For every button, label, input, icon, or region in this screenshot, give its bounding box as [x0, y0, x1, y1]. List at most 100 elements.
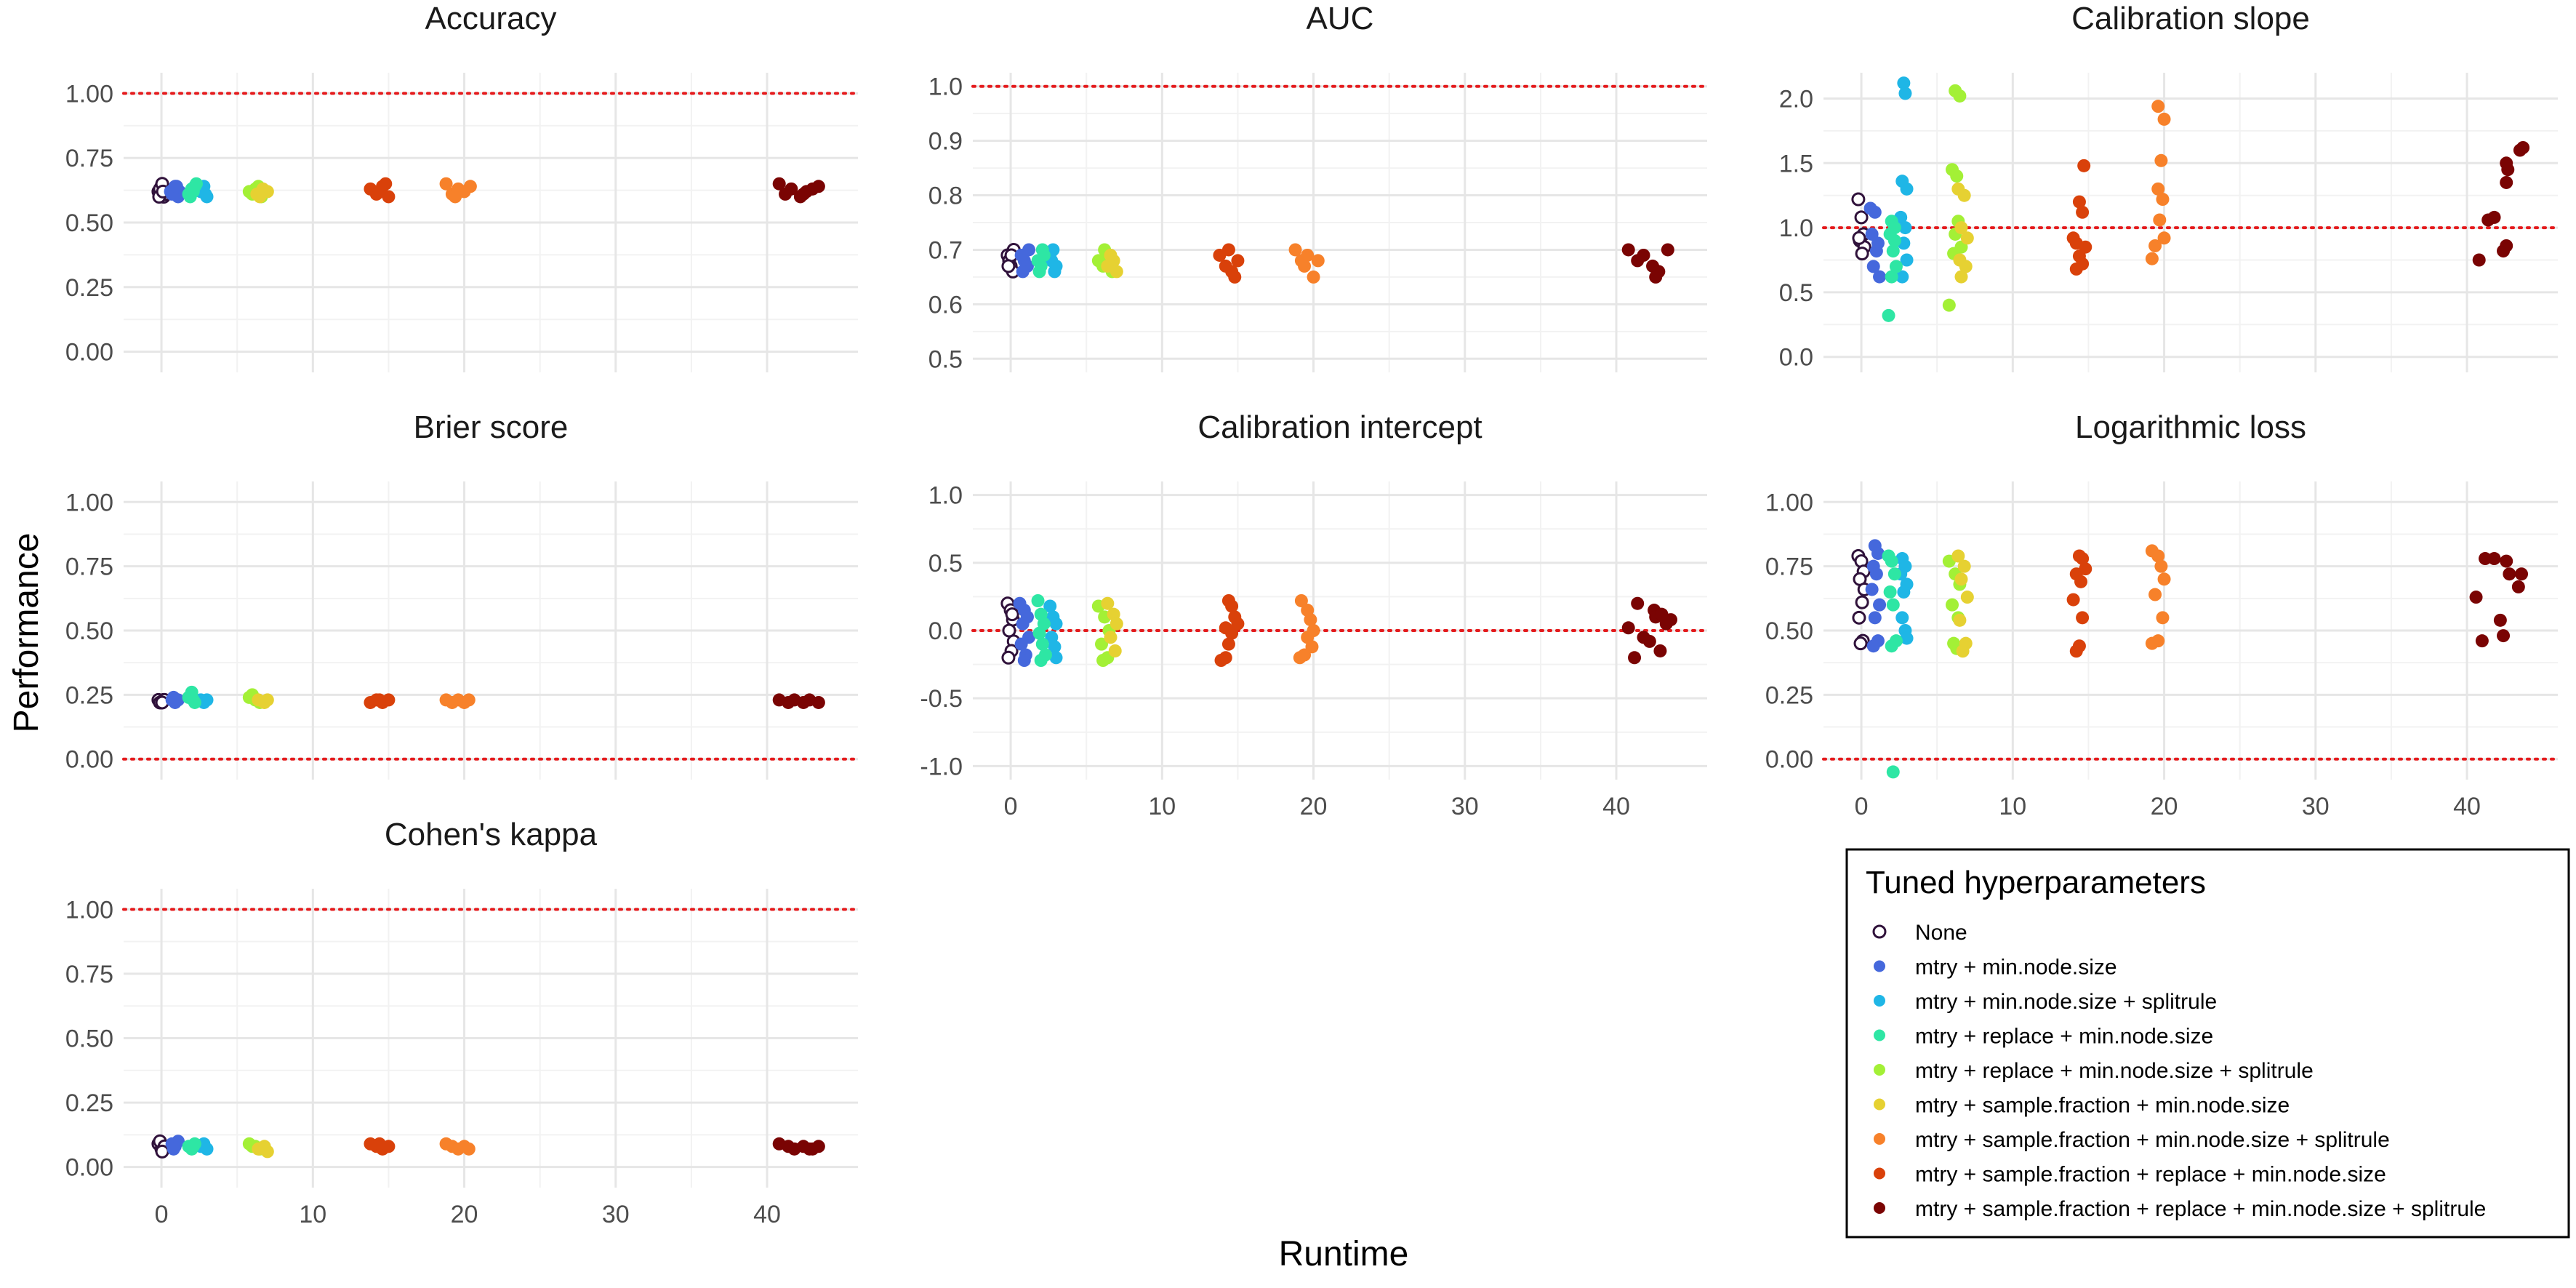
data-point: [1853, 636, 1868, 651]
data-point: [1887, 567, 1901, 581]
data-point: [1043, 599, 1057, 613]
data-point: [2472, 253, 2486, 267]
data-point: [1032, 265, 1046, 279]
data-point: [811, 695, 825, 709]
y-tick-label: 1.00: [65, 80, 113, 108]
data-point: [1869, 244, 1883, 258]
data-point: [253, 190, 267, 204]
data-point: [2153, 213, 2167, 227]
series-mtry-min-node-size-splitrule: [1894, 552, 1914, 645]
data-point: [1887, 221, 1901, 235]
legend-label: mtry + sample.fraction + replace + min.n…: [1915, 1163, 2386, 1187]
y-tick-label: 1.00: [1765, 489, 1813, 516]
data-point: [1231, 617, 1245, 631]
panel-title: Brier score: [414, 409, 569, 445]
series-mtry-sample-fraction-replace-min-node-size-splitrule: [772, 693, 825, 709]
legend-label: mtry + min.node.size: [1915, 956, 2117, 980]
data-point: [1642, 634, 1656, 648]
legend-label: mtry + min.node.size + splitrule: [1915, 990, 2217, 1014]
series-mtry-min-node-size: [1865, 539, 1887, 653]
panel-title: Accuracy: [425, 1, 557, 36]
data-point: [1897, 585, 1911, 599]
legend: Tuned hyperparameters None mtry + min.nod…: [1845, 848, 2570, 1239]
series-mtry-sample-fraction-replace-min-node-size: [2066, 159, 2093, 276]
panels: 0.000.250.500.751.00Accuracy0.50.60.70.8…: [65, 1, 2559, 1228]
y-tick-label: 1.0: [928, 73, 963, 101]
series-mtry-min-node-size: [165, 1135, 185, 1156]
series-mtry-sample-fraction-min-node-size-splitrule: [439, 1137, 476, 1156]
data-point: [1017, 654, 1031, 667]
y-tick-label: 0.5: [928, 550, 963, 577]
data-point: [2077, 159, 2091, 172]
series-none: [1851, 549, 1871, 651]
data-point: [1298, 259, 1312, 273]
series-mtry-replace-min-node-size: [182, 685, 201, 709]
data-point: [1221, 243, 1235, 257]
series-mtry-sample-fraction-replace-min-node-size: [364, 693, 396, 709]
data-point: [169, 180, 183, 193]
data-point: [1873, 598, 1887, 612]
series-mtry-replace-min-node-size: [1882, 215, 1903, 322]
x-tick-label: 0: [155, 1201, 169, 1228]
y-tick-label: 0.00: [65, 746, 113, 774]
x-tick-label: 0: [1004, 793, 1018, 820]
x-tick-label: 10: [1999, 793, 2026, 820]
data-point: [1032, 626, 1046, 640]
data-point: [1852, 231, 1866, 245]
data-point: [200, 1142, 214, 1156]
data-point: [1048, 265, 1062, 279]
data-point: [1898, 221, 1912, 235]
series-mtry-sample-fraction-replace-min-node-size-splitrule: [772, 177, 825, 204]
y-tick-label: 0.75: [65, 961, 113, 988]
data-point: [1104, 631, 1118, 644]
data-point: [198, 187, 212, 201]
data-point: [372, 693, 386, 707]
data-point: [1865, 227, 1879, 241]
data-point: [1225, 599, 1239, 613]
panel-calibration-intercept: -1.0 -0.5 0.0 0.5 1.0 0 10 20 30 40 Calibration in…: [920, 409, 1709, 820]
series-mtry-replace-min-node-size: [1031, 243, 1051, 279]
series-mtry-sample-fraction-replace-min-node-size: [364, 177, 396, 204]
data-point: [2072, 195, 2086, 209]
y-tick-label: 0.8: [928, 183, 963, 210]
x-tick-label: 30: [2302, 793, 2330, 820]
data-point: [1954, 270, 1968, 284]
x-tick-label: 10: [299, 1201, 326, 1228]
data-point: [155, 1144, 169, 1159]
legend-key: [1874, 1029, 1885, 1041]
data-point: [1954, 221, 1968, 235]
data-point: [1866, 260, 1880, 273]
x-tick-label: 40: [1602, 793, 1630, 820]
data-point: [1900, 631, 1914, 645]
data-point: [1101, 596, 1115, 610]
data-point: [1895, 270, 1909, 284]
data-point: [2076, 552, 2090, 566]
y-tick-label: 0.75: [65, 145, 113, 172]
series-none: [1000, 596, 1021, 665]
data-point: [1869, 567, 1883, 581]
y-tick-label: 1.0: [928, 482, 963, 510]
y-tick-label: 0.5: [928, 345, 963, 373]
data-point: [2511, 580, 2525, 593]
legend-label: mtry + sample.fraction + replace + min.n…: [1915, 1197, 2486, 1221]
series-mtry-replace-min-node-size: [1882, 549, 1903, 779]
data-point: [1882, 308, 1895, 322]
x-tick-label: 20: [1300, 793, 1328, 820]
y-tick-label: 0.75: [65, 553, 113, 581]
y-tick-label: 0.50: [65, 617, 113, 645]
y-tick-label: 0.00: [65, 1154, 113, 1182]
legend-key: [1874, 960, 1885, 972]
data-point: [2500, 239, 2513, 252]
data-point: [1886, 765, 1900, 779]
y-tick-label: 0.25: [65, 681, 113, 709]
data-point: [1288, 243, 1302, 257]
data-point: [372, 1137, 386, 1151]
series-mtry-sample-fraction-replace-min-node-size-splitrule: [1621, 243, 1674, 284]
data-point: [1865, 583, 1879, 596]
y-tick-label: 1.00: [65, 896, 113, 924]
data-point: [2145, 636, 2159, 650]
panel-title: Cohen's kappa: [385, 817, 598, 852]
legend-label: None: [1915, 921, 1967, 945]
panel-auc: 0.5 0.6 0.7 0.8 0.9 1.0 AUC: [928, 1, 1709, 373]
data-point: [1851, 192, 1866, 207]
